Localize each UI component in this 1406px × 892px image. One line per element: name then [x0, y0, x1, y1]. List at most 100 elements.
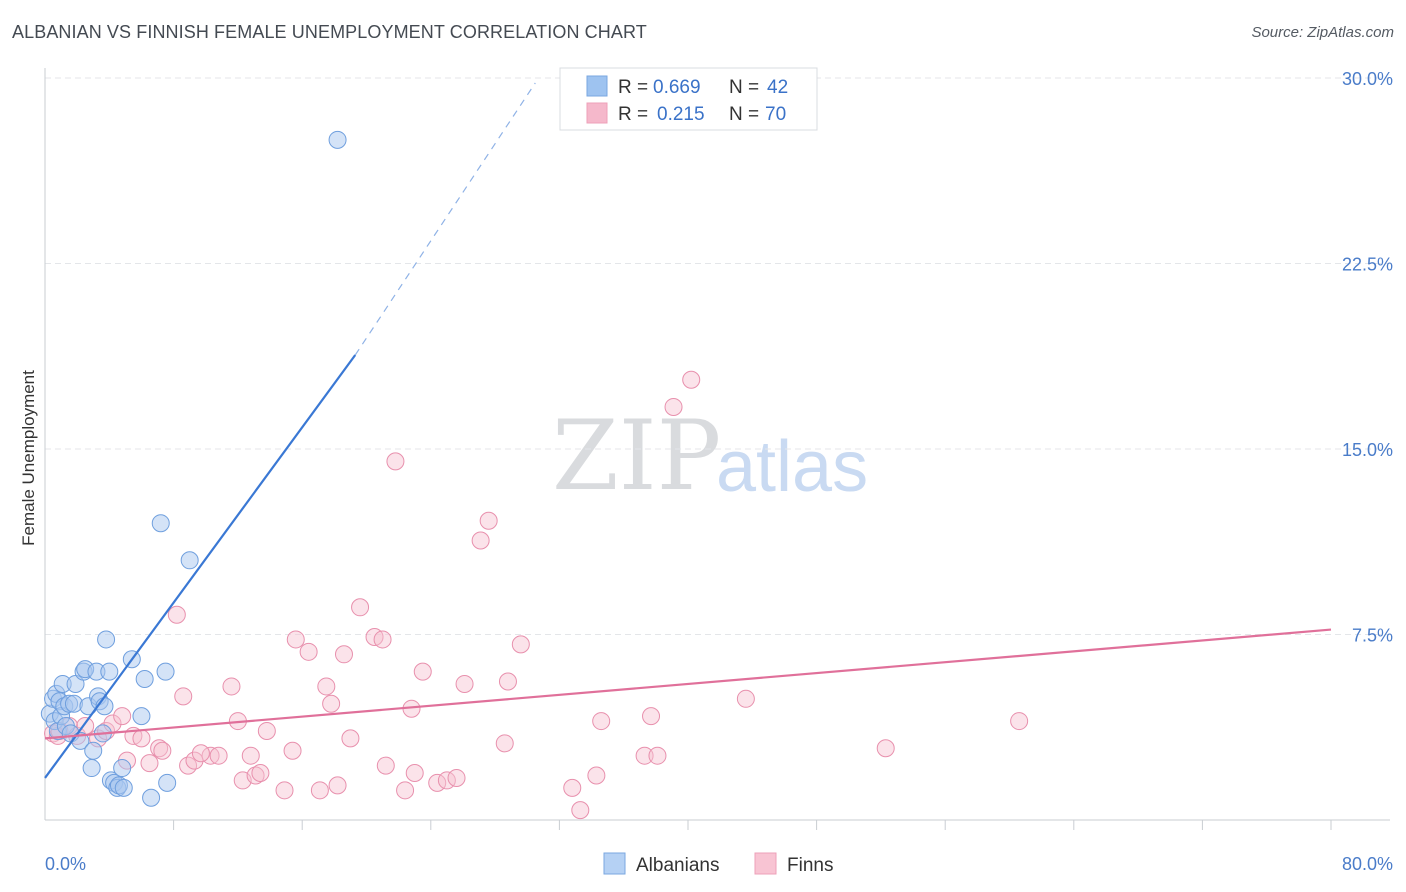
y-tick-label-2: 22.5% — [1342, 255, 1393, 275]
albanians-point-38 — [151, 514, 170, 533]
finns-point-62 — [648, 746, 667, 765]
y-tick-label-0: 7.5% — [1352, 626, 1393, 646]
albanians-point-37 — [158, 773, 177, 792]
albanians-point-24 — [97, 630, 116, 649]
legend-finns-n-label: N = — [729, 104, 759, 125]
y-tick-label-1: 15.0% — [1342, 440, 1393, 460]
finns-point-45 — [405, 764, 424, 783]
finns-point-40 — [373, 630, 392, 649]
finns-point-64 — [682, 370, 701, 389]
albanians-point-30 — [113, 759, 132, 778]
albanians-point-40 — [328, 130, 347, 149]
finns-point-16 — [174, 687, 193, 706]
finns-points — [44, 370, 1029, 820]
legend-albanians-r-value: 0.669 — [653, 77, 701, 98]
finns-point-25 — [246, 766, 265, 785]
albanians-point-34 — [135, 670, 154, 689]
legend-bottom: Albanians Finns — [603, 852, 833, 876]
finns-point-14 — [153, 741, 172, 760]
finns-point-21 — [222, 677, 241, 696]
albanians-point-33 — [132, 707, 151, 726]
legend-finns-swatch — [586, 102, 608, 124]
finns-point-52 — [479, 511, 498, 530]
finns-point-34 — [322, 694, 341, 713]
legend-bottom-finns-swatch — [754, 852, 777, 875]
finns-point-13 — [150, 739, 169, 758]
finns-point-28 — [275, 781, 294, 800]
albanians-point-36 — [156, 662, 175, 681]
albanians-point-19 — [84, 741, 103, 760]
albanians-point-39 — [180, 551, 199, 570]
finns-point-55 — [511, 635, 530, 654]
finns-point-43 — [396, 781, 415, 800]
albanians-trend-line — [44, 354, 357, 779]
finns-point-33 — [317, 677, 336, 696]
finns-point-50 — [455, 674, 474, 693]
finns-point-66 — [876, 739, 895, 758]
chart-title: ALBANIAN VS FINNISH FEMALE UNEMPLOYMENT … — [12, 22, 647, 42]
legend-albanians-r-label: R = — [618, 77, 648, 98]
finns-point-63 — [664, 397, 683, 416]
albanians-trend-extension — [354, 82, 536, 356]
finns-point-11 — [132, 729, 151, 748]
finns-point-30 — [286, 630, 305, 649]
legend-bottom-albanians-swatch — [603, 852, 626, 875]
finns-point-29 — [283, 741, 302, 760]
trend-lines — [44, 82, 1332, 779]
finns-point-20 — [209, 746, 228, 765]
legend-albanians-swatch — [586, 75, 608, 97]
legend-finns-r-value: 0.215 — [657, 104, 705, 125]
legend-bottom-finns-label: Finns — [787, 855, 833, 876]
finns-point-27 — [257, 721, 276, 740]
x-tick-label-max: 80.0% — [1342, 854, 1393, 874]
finns-trend-line — [44, 628, 1332, 740]
albanians-point-18 — [82, 759, 101, 778]
finns-point-32 — [310, 781, 329, 800]
finns-point-36 — [334, 645, 353, 664]
finns-point-8 — [113, 707, 132, 726]
finns-point-35 — [328, 776, 347, 795]
finns-point-26 — [251, 764, 270, 783]
y-axis-title: Female Unemployment — [19, 370, 38, 546]
watermark-zip: ZIP — [552, 400, 721, 512]
finns-point-54 — [498, 672, 517, 691]
finns-point-67 — [1010, 712, 1029, 731]
albanians-point-25 — [100, 662, 119, 681]
albanians-points — [40, 130, 347, 807]
finns-point-65 — [736, 689, 755, 708]
finns-point-59 — [592, 712, 611, 731]
legend-top: R = 0.669 N = 42 R = 0.215 N = 70 — [559, 67, 818, 131]
finns-point-51 — [471, 531, 490, 550]
finns-point-69 — [191, 744, 210, 763]
finns-point-24 — [241, 746, 260, 765]
finns-point-38 — [351, 598, 370, 617]
finns-point-61 — [642, 707, 661, 726]
finns-point-58 — [587, 766, 606, 785]
finns-point-18 — [185, 751, 204, 770]
legend-finns-r-label: R = — [618, 104, 648, 125]
finns-point-46 — [413, 662, 432, 681]
finns-point-60 — [635, 746, 654, 765]
legend-finns-n-value: 70 — [765, 104, 786, 125]
finns-point-31 — [299, 642, 318, 661]
finns-point-53 — [495, 734, 514, 753]
finns-point-15 — [167, 605, 186, 624]
finns-point-57 — [571, 801, 590, 820]
legend-bottom-albanians-label: Albanians — [636, 855, 719, 876]
grid-lines — [45, 77, 1390, 635]
source-credit: Source: ZipAtlas.com — [1251, 24, 1394, 41]
albanians-point-35 — [142, 788, 161, 807]
y-tick-label-3: 30.0% — [1342, 69, 1393, 89]
y-axis-tick-labels: 7.5% 15.0% 22.5% 30.0% — [1342, 69, 1393, 646]
finns-point-12 — [140, 754, 159, 773]
finns-point-37 — [341, 729, 360, 748]
albanians-point-31 — [114, 778, 133, 797]
x-tick-label-min: 0.0% — [45, 854, 86, 874]
watermark-atlas: atlas — [716, 427, 868, 507]
legend-albanians-n-value: 42 — [767, 77, 788, 98]
legend-albanians-n-label: N = — [729, 77, 759, 98]
finns-point-42 — [386, 452, 405, 471]
finns-point-56 — [563, 778, 582, 797]
finns-point-41 — [376, 756, 395, 775]
